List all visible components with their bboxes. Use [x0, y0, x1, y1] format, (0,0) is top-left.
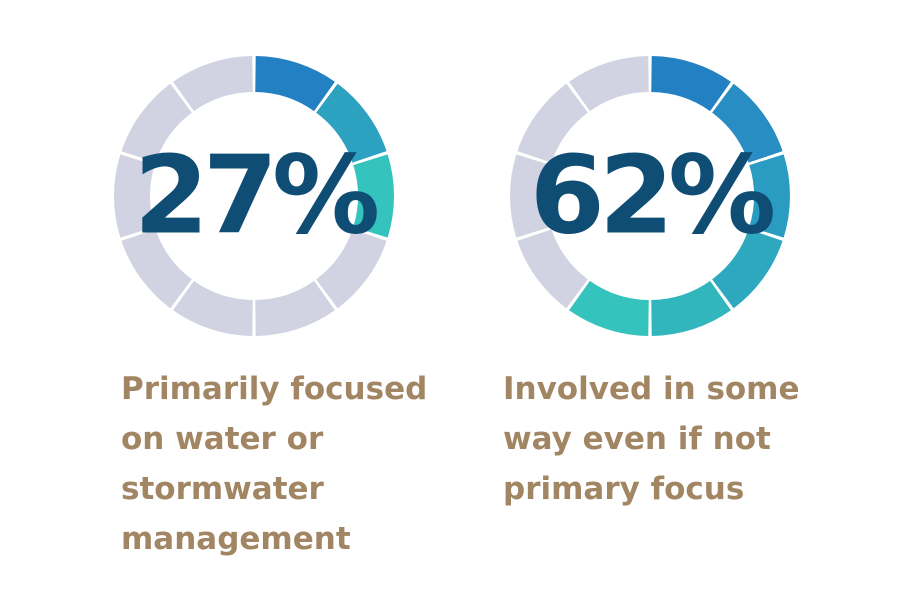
donut-segment-empty: [255, 280, 335, 336]
donut-segment-filled: [255, 56, 335, 112]
percent-label: 27%: [134, 134, 377, 259]
donut-segment-empty: [517, 229, 588, 309]
stat-water-focused: 27% Primarily focused on water or stormw…: [114, 56, 428, 557]
donut-segment-empty: [316, 229, 387, 309]
donut-segment-empty: [121, 83, 192, 163]
donut-segment-filled: [651, 280, 731, 336]
donut-segment-filled: [712, 83, 783, 163]
stat-caption: Involved in some way even if not primary…: [503, 371, 800, 507]
donut-segment-filled: [651, 56, 731, 112]
donut-chart: 27%: [114, 56, 394, 336]
donut-chart: 62%: [510, 56, 790, 336]
donut-segment-empty: [173, 56, 253, 112]
donut-segment-filled: [316, 83, 387, 163]
donut-segment-filled: [569, 280, 649, 336]
donut-segment-empty: [517, 83, 588, 163]
donut-segment-empty: [114, 154, 155, 238]
donut-segment-empty: [510, 154, 551, 238]
donut-segment-empty: [121, 229, 192, 309]
donut-segment-filled: [749, 154, 790, 238]
donut-segment-filled: [353, 154, 394, 238]
percent-label: 62%: [530, 134, 773, 259]
stat-involved-some-way: 62% Involved in some way even if not pri…: [450, 0, 900, 612]
donut-segment-filled: [712, 229, 783, 309]
donut-segment-empty: [569, 56, 649, 112]
stat-caption: Primarily focused on water or stormwater…: [121, 371, 428, 557]
donut-segment-empty: [173, 280, 253, 336]
